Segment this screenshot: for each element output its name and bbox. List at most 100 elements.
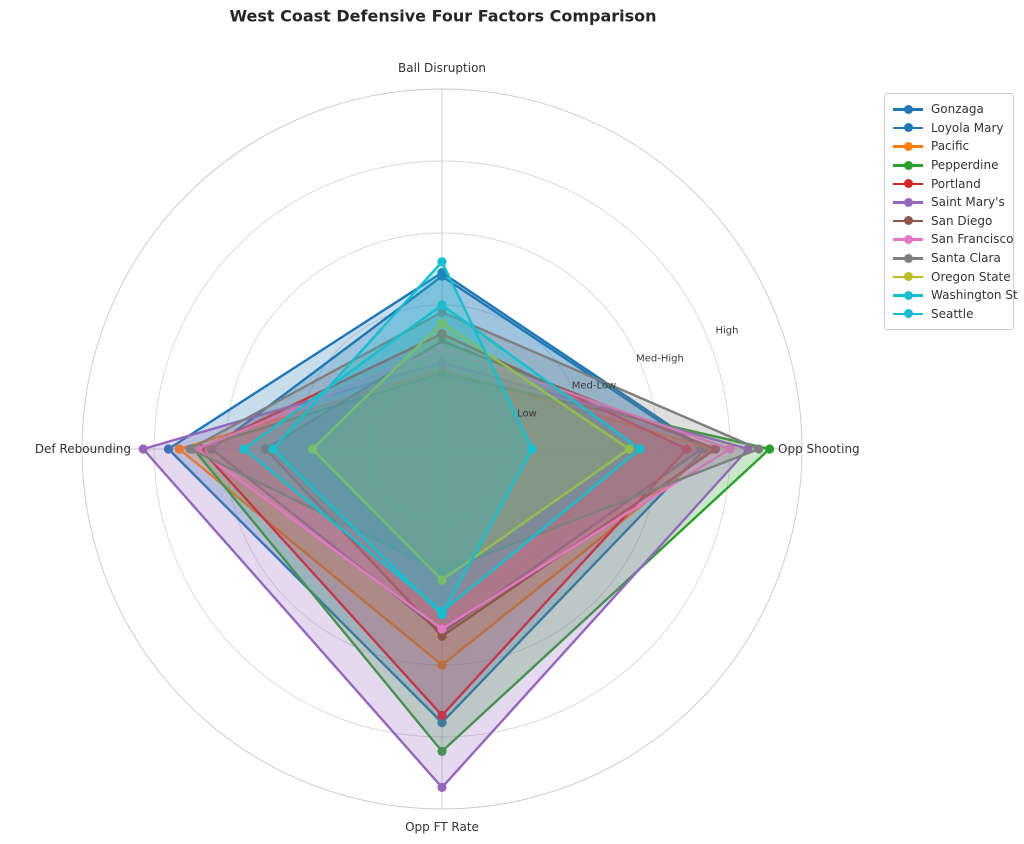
rtick-label-low: Low (517, 408, 537, 420)
legend-label: Washington St (931, 288, 1018, 303)
series-3-marker-1 (765, 444, 775, 454)
series-fill-3 (193, 373, 770, 752)
axis-label-opp-shooting: Opp Shooting (778, 442, 860, 456)
legend-marker-icon (893, 234, 923, 244)
series-4-marker-0 (437, 329, 447, 339)
series-fill-4 (200, 333, 687, 716)
series-10-marker-0 (437, 300, 447, 310)
legend-marker-icon (893, 253, 923, 263)
series-8-marker-1 (754, 444, 764, 454)
legend-label: Pacific (931, 139, 970, 154)
series-5-marker-2 (437, 782, 447, 793)
legend-dot (903, 197, 913, 207)
legend-marker-icon (893, 309, 923, 319)
legend-item-gonzaga: Gonzaga (893, 100, 1005, 119)
legend-marker-icon (893, 141, 923, 151)
legend-dot (903, 179, 913, 189)
series-6-marker-0 (437, 336, 447, 346)
legend-dot (903, 160, 913, 170)
series-fill-2 (179, 369, 712, 665)
legend-item-san-francisco: San Francisco (893, 230, 1013, 249)
legend-marker-icon (893, 160, 923, 170)
series-2-marker-2 (437, 660, 447, 670)
legend-dot (903, 216, 913, 226)
rtick-label-med-low: Med-Low (571, 380, 617, 392)
axis-label-def-rebounding: Def Rebounding (34, 442, 131, 456)
legend-item-loyola-mary: Loyola Mary (893, 119, 1005, 138)
legend-marker-icon (893, 272, 923, 282)
series-6-marker-1 (711, 444, 721, 454)
legend-item-santa-clara: Santa Clara (893, 249, 1005, 268)
legend-item-portland: Portland (893, 174, 1005, 193)
series-8-marker-0 (437, 307, 447, 317)
legend-label: Oregon State (931, 269, 1011, 284)
series-9-marker-0 (437, 318, 447, 328)
legend: Gonzaga Loyola Mary Pacific Pepperdine Portl… (884, 93, 1018, 331)
series-7-marker-1 (725, 444, 735, 454)
legend-item-saint-mary-s: Saint Mary's (893, 193, 1005, 212)
series-9-marker-1 (624, 444, 634, 454)
series-8-marker-3 (185, 444, 195, 454)
series-fill-1 (211, 276, 702, 633)
series-9-marker-2 (437, 575, 447, 585)
legend-item-oregon-state: Oregon State (893, 267, 1011, 286)
legend-label: Loyola Mary (931, 120, 1004, 135)
series-9-marker-3 (307, 444, 317, 454)
series-11-marker-1 (527, 444, 537, 454)
axis-label-opp-ft-rate: Opp FT Rate (405, 820, 479, 834)
legend-label: San Diego (931, 213, 993, 228)
legend-label: San Francisco (931, 232, 1014, 247)
legend-dot (903, 290, 913, 300)
chart-title: West Coast Defensive Four Factors Compar… (229, 6, 657, 26)
series-2-marker-3 (174, 444, 184, 454)
axis-label-ball-disruption: Ball Disruption (397, 61, 487, 75)
legend-label: Seattle (931, 306, 974, 321)
series-fill-10 (244, 305, 640, 612)
series-3-marker-0 (437, 368, 447, 378)
legend-item-pacific: Pacific (893, 137, 1005, 156)
series-fill-9 (312, 323, 630, 580)
series-5-marker-3 (138, 444, 148, 454)
series-7-marker-2 (437, 624, 447, 634)
legend-dot (903, 309, 913, 319)
series-0-marker-3 (163, 444, 173, 454)
legend-dot (903, 141, 913, 151)
series-4-marker-2 (437, 710, 447, 721)
legend-item-seattle: Seattle (893, 305, 1005, 324)
series-8-marker-2 (437, 566, 447, 577)
series-4-marker-1 (682, 444, 692, 454)
legend-marker-icon (893, 179, 923, 189)
series-10-marker-3 (239, 444, 249, 454)
legend-marker-icon (893, 197, 923, 207)
legend-marker-icon (893, 123, 923, 133)
legend-marker-icon (893, 104, 923, 114)
series-1-marker-0 (437, 271, 447, 281)
series-11-marker-0 (437, 257, 447, 267)
series-7-marker-0 (437, 343, 447, 353)
legend-dot (903, 104, 913, 114)
legend-dot (903, 253, 913, 263)
legend-label: Pepperdine (931, 158, 999, 173)
legend-marker-icon (893, 290, 923, 300)
legend-label: Gonzaga (931, 102, 984, 117)
series-11-marker-3 (268, 444, 278, 454)
series-5-marker-0 (437, 358, 447, 368)
legend-label: Saint Mary's (931, 195, 1005, 210)
series-11-marker-2 (437, 610, 447, 620)
legend-dot (903, 123, 913, 133)
legend-label: Santa Clara (931, 251, 1001, 266)
series-fill-11 (272, 261, 532, 615)
series-6-marker-3 (261, 444, 271, 454)
series-3-marker-2 (437, 746, 447, 757)
rtick-label-high: High (715, 325, 739, 337)
legend-item-washington-st: Washington St (893, 286, 1018, 305)
rtick-label-med-high: Med-High (636, 353, 684, 365)
series-6-marker-2 (437, 631, 447, 641)
series-1-marker-3 (207, 444, 217, 454)
legend-item-san-diego: San Diego (893, 212, 1005, 231)
legend-item-pepperdine: Pepperdine (893, 156, 1005, 175)
series-10-marker-1 (635, 444, 645, 454)
legend-label: Portland (931, 176, 981, 191)
legend-dot (903, 272, 913, 282)
